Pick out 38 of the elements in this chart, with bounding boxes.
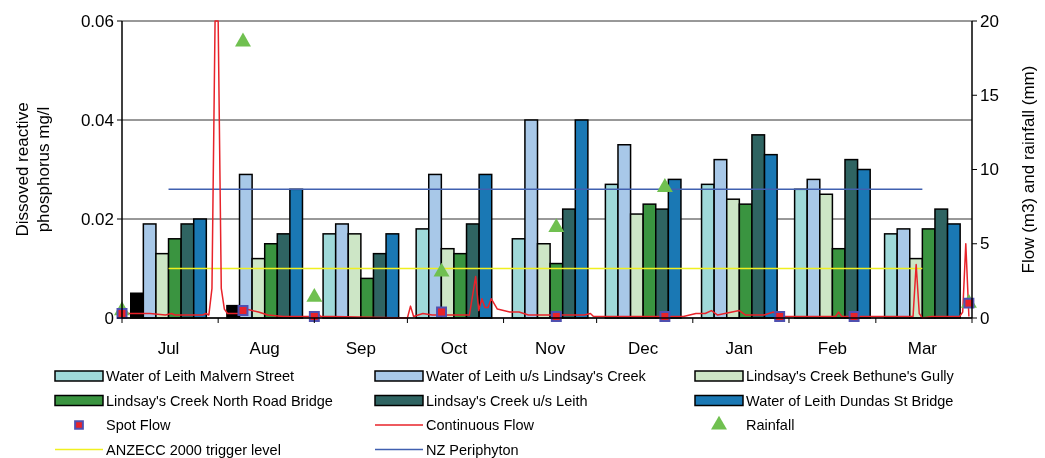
y-tick-label: 0.04 [80, 110, 114, 130]
x-tick-label: Jul [157, 338, 180, 358]
legend-label: Lindsay's Creek North Road Bridge [106, 392, 333, 409]
legend-label: Water of Leith Dundas St Bridge [746, 392, 954, 409]
legend-label: Water of Leith Malvern Street [106, 368, 295, 384]
y2-axis-title: Flow (m3) and rainfall (mm) [1019, 65, 1038, 274]
x-tick-label: Sep [345, 338, 376, 358]
point [306, 288, 323, 302]
legend-label: Continuous Flow [426, 417, 535, 433]
x-tick-label: Jan [725, 338, 754, 358]
x-tick-label: Feb [817, 338, 848, 358]
legend-label: Water of Leith u/s Lindsay's Creek [426, 368, 647, 384]
legend-label: Lindsay's Creek Bethune's Gully [746, 368, 955, 384]
point [235, 32, 251, 47]
legend-label: NZ Periphyton [426, 441, 519, 458]
legend-label: ANZECC 2000 trigger level [106, 441, 281, 458]
y-tick-label: 0.02 [80, 209, 114, 229]
x-tick-label: Aug [249, 338, 280, 358]
point [433, 262, 450, 277]
x-tick-label: Nov [534, 338, 566, 358]
y-tick-label: 0.06 [80, 11, 114, 31]
y2-tick-label: 10 [980, 160, 999, 179]
y-tick-label: 0 [104, 308, 114, 328]
y2-tick-label: 0 [980, 308, 990, 328]
legend-label: Rainfall [746, 417, 795, 433]
x-tick-label: Mar [907, 338, 938, 358]
y2-tick-label: 20 [980, 11, 999, 31]
point [656, 178, 673, 192]
legend-label: Spot Flow [106, 417, 171, 433]
y2-tick-label: 15 [980, 85, 999, 105]
y-axis-title: Dissoved reactive phosphorus mg/l [13, 102, 53, 237]
point [548, 218, 565, 233]
point [436, 306, 447, 318]
x-tick-label: Dec [628, 338, 659, 358]
x-tick-label: Oct [440, 338, 468, 358]
y2-tick-label: 5 [980, 234, 990, 254]
point [237, 305, 249, 317]
legend-label: Lindsay's Creek u/s Leith [426, 392, 588, 409]
